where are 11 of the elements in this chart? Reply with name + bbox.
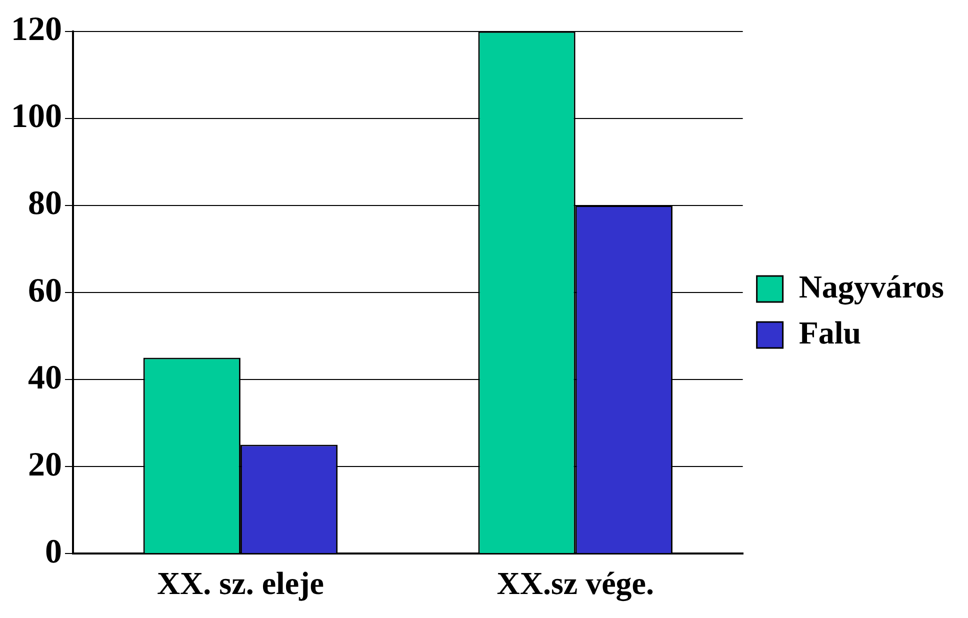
- legend-label: Nagyváros: [798, 268, 944, 306]
- legend-label: Falu: [798, 314, 862, 350]
- y-tick-label: 100: [11, 98, 62, 136]
- y-tick-label: 60: [28, 272, 62, 310]
- x-tick-label: XX. sz. eleje: [156, 565, 324, 602]
- y-tick-label: 120: [11, 11, 62, 48]
- y-tick-label: 40: [28, 359, 62, 396]
- y-tick-label: 0: [45, 533, 62, 570]
- x-tick-label: XX.sz vége.: [496, 565, 654, 602]
- y-tick-label: 20: [28, 446, 62, 484]
- y-tick-label: 80: [28, 185, 62, 222]
